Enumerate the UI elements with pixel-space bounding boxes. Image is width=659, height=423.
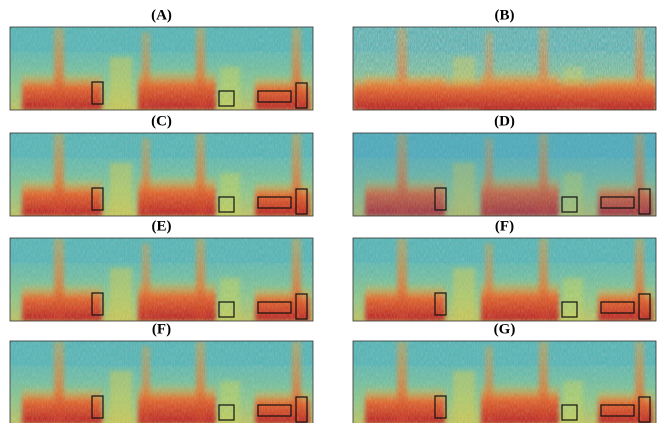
spectrogram <box>353 238 656 321</box>
spectrogram <box>10 238 313 321</box>
spectrogram <box>353 27 656 110</box>
panel-label: (B) <box>495 7 515 23</box>
spectrogram <box>10 27 313 110</box>
panel-label: (C) <box>151 113 172 129</box>
panel-label: (D) <box>494 113 515 129</box>
panel-label: (F) <box>152 321 171 337</box>
panel-label: (F) <box>495 218 514 234</box>
spectrogram <box>10 341 313 423</box>
panel-label: (G) <box>494 321 516 337</box>
spectrogram-tint <box>353 133 656 216</box>
panel-label: (E) <box>152 218 172 234</box>
panel-label: (A) <box>151 7 172 23</box>
spectrogram <box>10 133 313 216</box>
figure: (A) (B) (C) (D) (E) (F) (F) (G) <box>0 0 659 423</box>
spectrogram <box>353 341 656 423</box>
